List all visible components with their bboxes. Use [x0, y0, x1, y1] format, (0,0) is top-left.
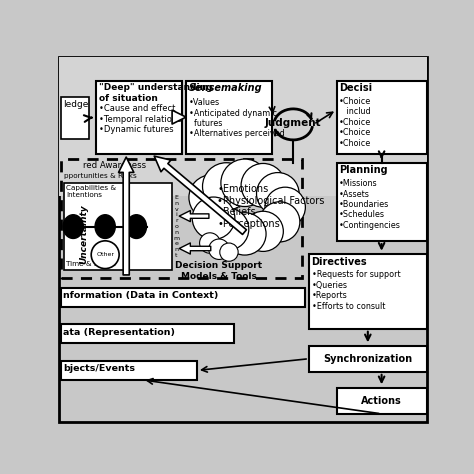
Text: Synchronization: Synchronization: [323, 354, 412, 364]
Bar: [59, 57, 427, 196]
Text: •Missions
•Assets
•Boundaries
•Schedules
•Contingencies: •Missions •Assets •Boundaries •Schedules…: [339, 179, 401, 230]
Text: •Choice
   includ
•Choice
•Choice
•Choice: •Choice includ •Choice •Choice •Choice: [339, 97, 372, 147]
Circle shape: [200, 233, 220, 253]
Text: ledge: ledge: [64, 100, 89, 109]
Circle shape: [243, 211, 283, 251]
Text: Capabilities &
Intentions: Capabilities & Intentions: [66, 185, 116, 198]
Text: bjects/Events: bjects/Events: [64, 365, 135, 374]
Bar: [337, 163, 427, 241]
Text: •Cause and effect
•Temporal relations
•Dynamic futures: •Cause and effect •Temporal relations •D…: [99, 104, 182, 134]
Bar: [309, 346, 427, 372]
Ellipse shape: [126, 215, 146, 238]
Circle shape: [220, 243, 238, 261]
Text: pportunities & Risks: pportunities & Risks: [64, 173, 137, 179]
Text: ata (Representation): ata (Representation): [64, 328, 175, 337]
Text: Decisi: Decisi: [339, 83, 372, 93]
Circle shape: [259, 202, 300, 242]
Text: Actions: Actions: [361, 396, 402, 406]
Text: Other: Other: [96, 252, 114, 257]
Circle shape: [202, 163, 250, 210]
Circle shape: [192, 197, 235, 239]
Circle shape: [241, 164, 285, 207]
Ellipse shape: [95, 215, 115, 238]
Bar: [61, 361, 197, 380]
Text: red Awareness: red Awareness: [83, 161, 146, 170]
Text: Planning: Planning: [339, 165, 388, 175]
Circle shape: [206, 208, 249, 250]
Text: •Requests for support
•Queries
•Reports
•Efforts to consult: •Requests for support •Queries •Reports …: [311, 270, 400, 310]
Text: Time & Space: Time & Space: [66, 262, 116, 267]
Circle shape: [221, 159, 269, 207]
Text: nformation (Data in Context): nformation (Data in Context): [64, 292, 219, 301]
Bar: [61, 324, 234, 343]
Text: Decision Support
Models & Tools: Decision Support Models & Tools: [175, 261, 263, 281]
Bar: [186, 81, 272, 154]
Bar: [337, 81, 427, 154]
Text: Sensemaking: Sensemaking: [189, 83, 263, 93]
Bar: [64, 183, 172, 270]
Text: Directives: Directives: [311, 256, 367, 266]
Circle shape: [209, 239, 229, 259]
Circle shape: [223, 213, 266, 255]
Text: •Values
•Anticipated dynamic
  futures
•Alternatives perceived: •Values •Anticipated dynamic futures •Al…: [189, 98, 285, 138]
Text: "Deep" understanding
of situation: "Deep" understanding of situation: [99, 83, 212, 102]
Circle shape: [91, 241, 119, 269]
Circle shape: [189, 175, 235, 220]
Text: •Emotions
•Physiological Factors
•Beliefs
•Perceptions: •Emotions •Physiological Factors •Belief…: [217, 184, 325, 229]
Bar: [61, 159, 301, 278]
Text: Uncertainty: Uncertainty: [79, 204, 88, 264]
Circle shape: [256, 173, 299, 215]
Bar: [337, 388, 427, 414]
Text: Judgment: Judgment: [265, 118, 321, 128]
Bar: [96, 81, 182, 154]
Bar: [61, 288, 305, 307]
Bar: [61, 97, 89, 139]
Text: E
n
v
i
r
o
n
m
e
n
t: E n v i r o n m e n t: [173, 195, 180, 258]
Circle shape: [265, 187, 305, 228]
Ellipse shape: [63, 215, 83, 238]
Bar: [309, 254, 427, 329]
